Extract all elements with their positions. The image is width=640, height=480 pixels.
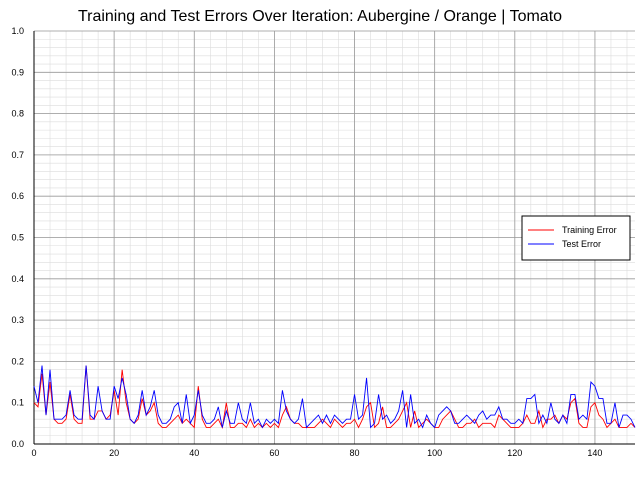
chart-title: Training and Test Errors Over Iteration:… [77, 8, 563, 25]
x-tick-label: 40 [189, 448, 199, 458]
y-tick-label: 0.2 [11, 356, 24, 366]
x-tick-label: 120 [507, 448, 522, 458]
y-tick-label: 0.6 [11, 191, 24, 201]
y-tick-label: 0.7 [11, 150, 24, 160]
y-tick-label: 0.1 [11, 398, 24, 408]
legend-label-test: Test Error [562, 239, 601, 249]
x-tick-label: 100 [427, 448, 442, 458]
axes [33, 31, 635, 445]
y-tick-label: 0.8 [11, 109, 24, 119]
x-tick-label: 0 [31, 448, 36, 458]
legend-box [521, 215, 631, 261]
series-line-test-error [33, 365, 636, 429]
x-tick-labels: 0 20 40 60 80 100 120 140 [31, 448, 602, 458]
x-tick-label: 80 [350, 448, 360, 458]
x-tick-label: 20 [109, 448, 119, 458]
y-tick-label: 0.3 [11, 315, 24, 325]
y-tick-label: 0.0 [11, 439, 24, 449]
y-tick-label: 0.9 [11, 67, 24, 77]
y-tick-label: 0.4 [11, 274, 24, 284]
x-tick-label: 140 [587, 448, 602, 458]
series-line-training-error [33, 365, 636, 429]
series-layer [33, 365, 636, 429]
legend: Training Error Test Error [521, 215, 631, 261]
legend-label-training: Training Error [562, 225, 617, 235]
y-tick-label: 1.0 [11, 26, 24, 36]
x-tick-label: 60 [269, 448, 279, 458]
y-tick-labels: 0.0 0.1 0.2 0.3 0.4 0.5 0.6 0.7 0.8 0.9 1.0 [11, 26, 24, 449]
y-tick-label: 0.5 [11, 233, 24, 243]
